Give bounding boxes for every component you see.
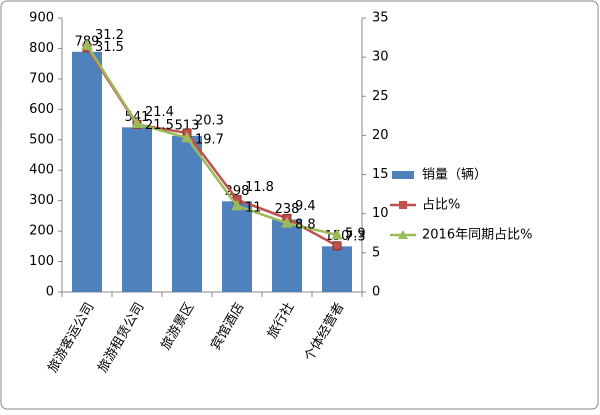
data-label: 7.3 [345,229,366,244]
y2-tick-label: 15 [372,167,389,182]
y2-tick-label: 20 [372,128,389,143]
y-tick-label: 100 [29,254,54,269]
data-label: 298 [225,184,250,199]
legend-label: 2016年同期占比% [422,228,532,243]
data-label: 5.9 [345,226,366,241]
data-label: 19.7 [195,132,224,147]
marker [231,199,243,211]
y-tick-label: 200 [29,224,54,239]
bar [172,135,202,292]
data-label: 513 [175,118,200,133]
bar [322,246,352,292]
marker [81,39,93,50]
y-tick-label: 500 [29,132,54,147]
bar [72,51,102,292]
legend-marker [399,201,407,209]
data-label: 9.4 [295,199,316,214]
data-label: 21.5 [145,118,174,133]
y-tick-label: 0 [46,285,54,300]
y2-tick-label: 30 [372,50,389,65]
y-tick-label: 700 [29,71,54,86]
data-label: 8.8 [295,218,316,233]
marker [331,228,343,240]
y-tick-label: 900 [29,11,54,26]
legend-label: 销量（辆） [422,168,487,183]
marker [281,217,293,228]
data-label: 238 [275,202,300,217]
y-tick-label: 800 [29,41,54,56]
data-label: 21.4 [145,105,174,120]
y-tick-label: 600 [29,102,54,117]
y2-tick-label: 5 [372,245,380,260]
y2-tick-label: 0 [372,285,380,300]
legend-label: 占比% [422,198,460,213]
bar [222,201,252,292]
y2-tick-label: 10 [372,206,389,221]
legend-swatch [392,171,414,179]
marker [332,241,342,251]
bar [122,127,152,292]
legend-marker [398,230,408,239]
data-label: 31.5 [95,40,124,55]
bar [272,219,302,292]
data-label: 11 [245,200,262,215]
data-label: 11.8 [245,180,274,195]
data-label: 31.2 [95,28,124,43]
y-tick-label: 400 [29,163,54,178]
y-tick-label: 300 [29,193,54,208]
y2-tick-label: 25 [372,89,389,104]
data-label: 20.3 [195,114,224,129]
line [85,44,338,237]
marker [181,131,193,143]
y2-tick-label: 35 [372,11,389,26]
marker [131,117,143,129]
